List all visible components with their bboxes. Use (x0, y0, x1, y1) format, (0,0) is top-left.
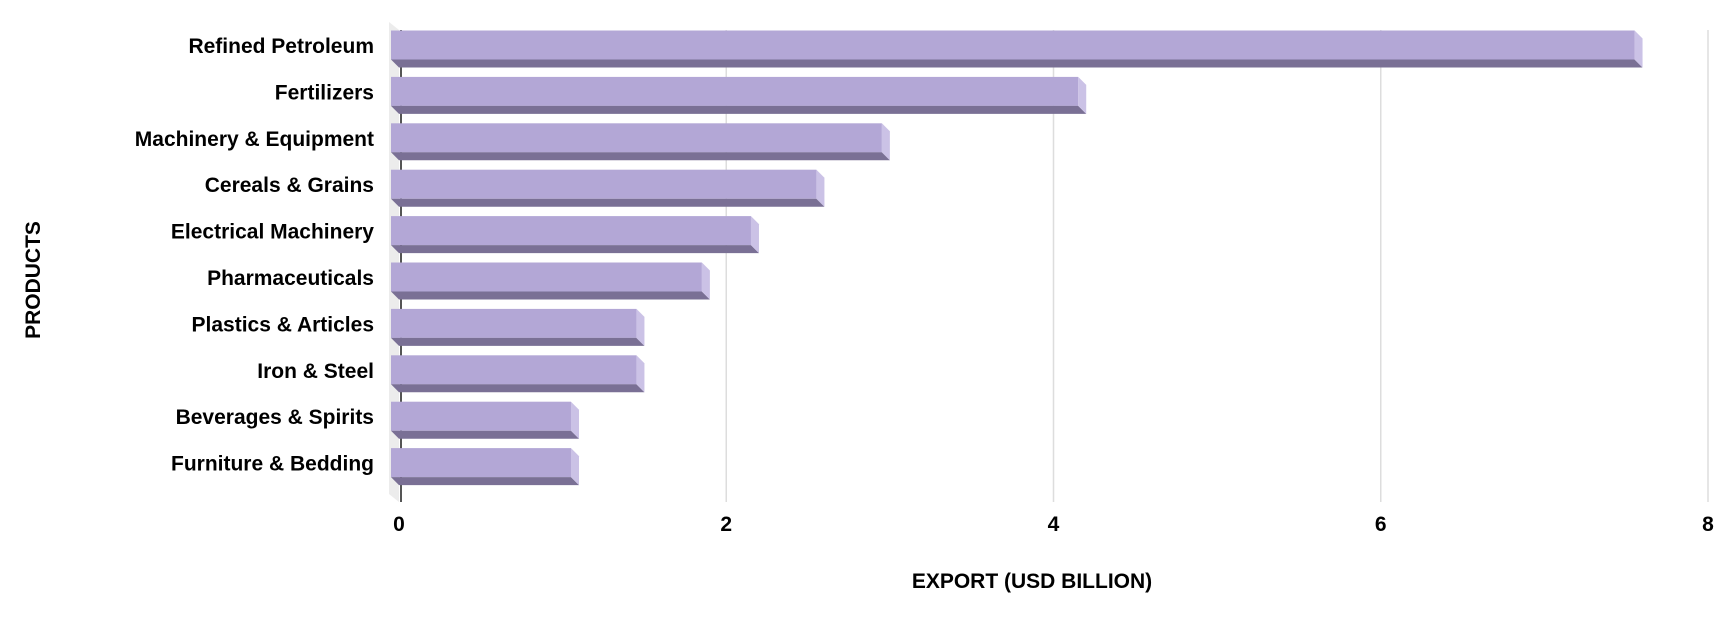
y-category-label: Iron & Steel (257, 360, 374, 383)
bar-side (701, 262, 710, 300)
bar-side (750, 216, 759, 254)
bar-bottom (391, 245, 759, 254)
bar (391, 448, 579, 486)
bar-side (570, 401, 579, 439)
bar-side (816, 169, 825, 207)
x-tick-label: 0 (393, 513, 405, 536)
y-category-label: Cereals & Grains (205, 174, 374, 197)
bar-front (391, 355, 637, 385)
x-tick-label: 4 (1048, 513, 1060, 536)
bar-side (570, 448, 579, 486)
y-category-label: Electrical Machinery (171, 221, 374, 244)
y-category-label: Furniture & Bedding (171, 453, 374, 476)
bar-side (1634, 30, 1643, 68)
bar-bottom (391, 291, 710, 300)
bar-bottom (391, 105, 1087, 114)
bar (391, 401, 579, 439)
bar-front (391, 30, 1635, 60)
bar-bottom (391, 337, 645, 346)
bar-front (391, 169, 817, 199)
bar-side (636, 355, 645, 393)
bar (391, 216, 759, 254)
bar-bottom (391, 477, 579, 486)
bar-front (391, 262, 702, 292)
bar-front (391, 123, 882, 153)
bar (391, 169, 825, 207)
y-category-label: Machinery & Equipment (135, 128, 374, 151)
bar-side (881, 123, 890, 161)
bar-bottom (391, 59, 1643, 68)
bar (391, 76, 1087, 114)
bar-side (1078, 76, 1087, 114)
x-tick-label: 8 (1702, 513, 1714, 536)
bar-front (391, 401, 571, 431)
bar (391, 355, 645, 393)
bar (391, 30, 1643, 68)
bar-front (391, 308, 637, 338)
bar-bottom (391, 198, 825, 207)
y-category-label: Refined Petroleum (188, 35, 374, 58)
bar-bottom (391, 430, 579, 439)
y-category-label: Pharmaceuticals (207, 267, 374, 290)
y-category-label: Plastics & Articles (192, 313, 374, 336)
bar-front (391, 216, 751, 246)
x-axis-title: EXPORT (USD BILLION) (912, 570, 1152, 593)
bar-side (636, 308, 645, 346)
y-axis-title: PRODUCTS (22, 221, 45, 339)
y-category-label: Fertilizers (275, 81, 374, 104)
bar-bottom (391, 152, 890, 161)
x-tick-label: 2 (720, 513, 732, 536)
bar (391, 123, 890, 161)
x-tick-label: 6 (1375, 513, 1387, 536)
bar-bottom (391, 384, 645, 393)
bar (391, 308, 645, 346)
y-category-label: Beverages & Spirits (176, 406, 374, 429)
bar-front (391, 448, 571, 478)
bar (391, 262, 710, 300)
bar-front (391, 76, 1079, 106)
